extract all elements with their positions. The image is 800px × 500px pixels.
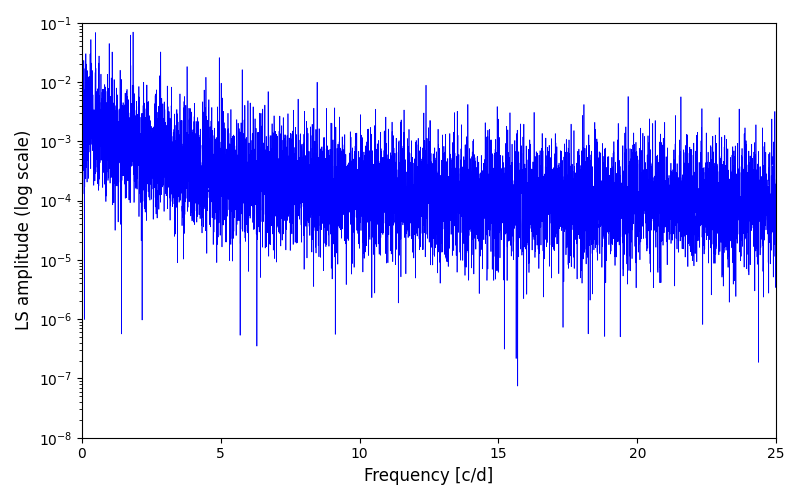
- Y-axis label: LS amplitude (log scale): LS amplitude (log scale): [15, 130, 33, 330]
- X-axis label: Frequency [c/d]: Frequency [c/d]: [364, 467, 494, 485]
